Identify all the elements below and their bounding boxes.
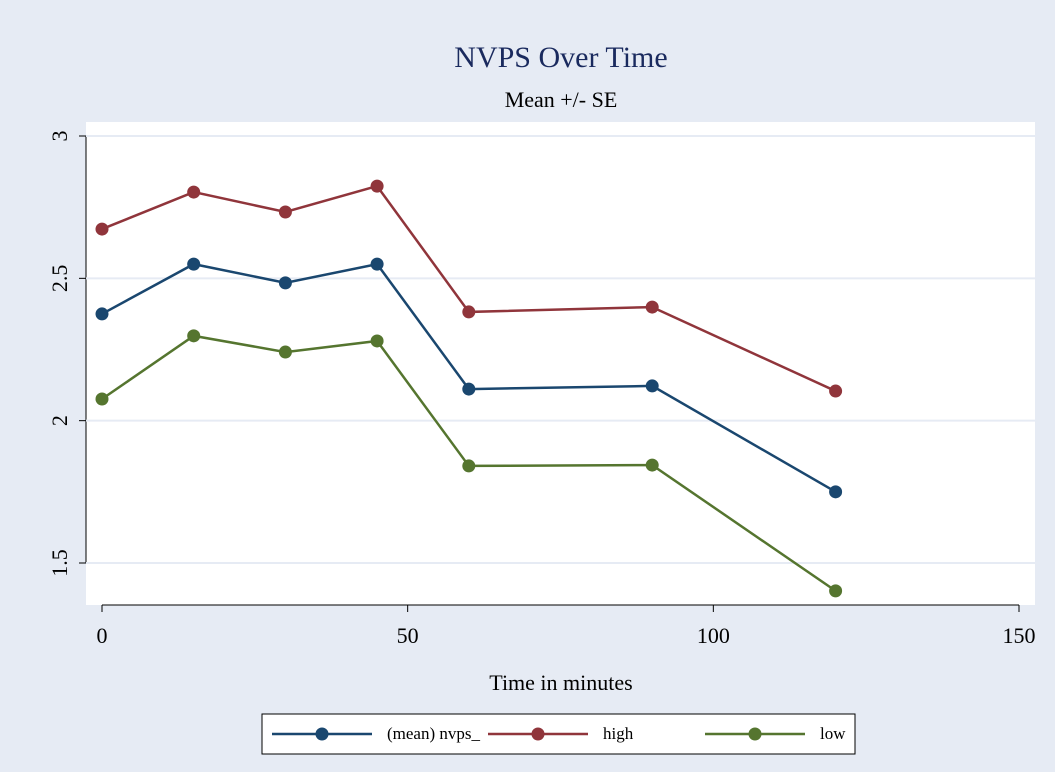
point (370, 257, 384, 271)
point (645, 458, 659, 472)
y-tick-label: 2 (47, 415, 72, 426)
chart-title: NVPS Over Time (454, 41, 667, 74)
point (829, 485, 843, 499)
legend-marker (315, 727, 329, 741)
legend-marker (748, 727, 762, 741)
x-tick-label: 50 (397, 623, 419, 648)
point (829, 384, 843, 398)
point (829, 584, 843, 598)
point (462, 459, 476, 473)
point (370, 179, 384, 193)
x-tick-label: 150 (1003, 623, 1036, 648)
x-tick-label: 0 (97, 623, 108, 648)
legend-marker (531, 727, 545, 741)
point (187, 257, 201, 271)
point (278, 345, 292, 359)
plot-area (86, 122, 1035, 605)
point (278, 205, 292, 219)
legend-label: high (603, 724, 634, 743)
point (645, 300, 659, 314)
point (462, 382, 476, 396)
point (187, 185, 201, 199)
point (645, 379, 659, 393)
point (95, 307, 109, 321)
point (370, 334, 384, 348)
y-tick-label: 3 (47, 131, 72, 142)
point (95, 222, 109, 236)
x-axis-label: Time in minutes (489, 670, 632, 695)
chart-subtitle: Mean +/- SE (505, 87, 618, 112)
y-tick-label: 2.5 (47, 265, 72, 293)
point (462, 305, 476, 319)
legend-label: low (820, 724, 846, 743)
legend-label: (mean) nvps_ (387, 724, 481, 743)
y-tick-label: 1.5 (47, 549, 72, 577)
point (187, 329, 201, 343)
x-tick-label: 100 (697, 623, 730, 648)
point (278, 276, 292, 290)
point (95, 392, 109, 406)
